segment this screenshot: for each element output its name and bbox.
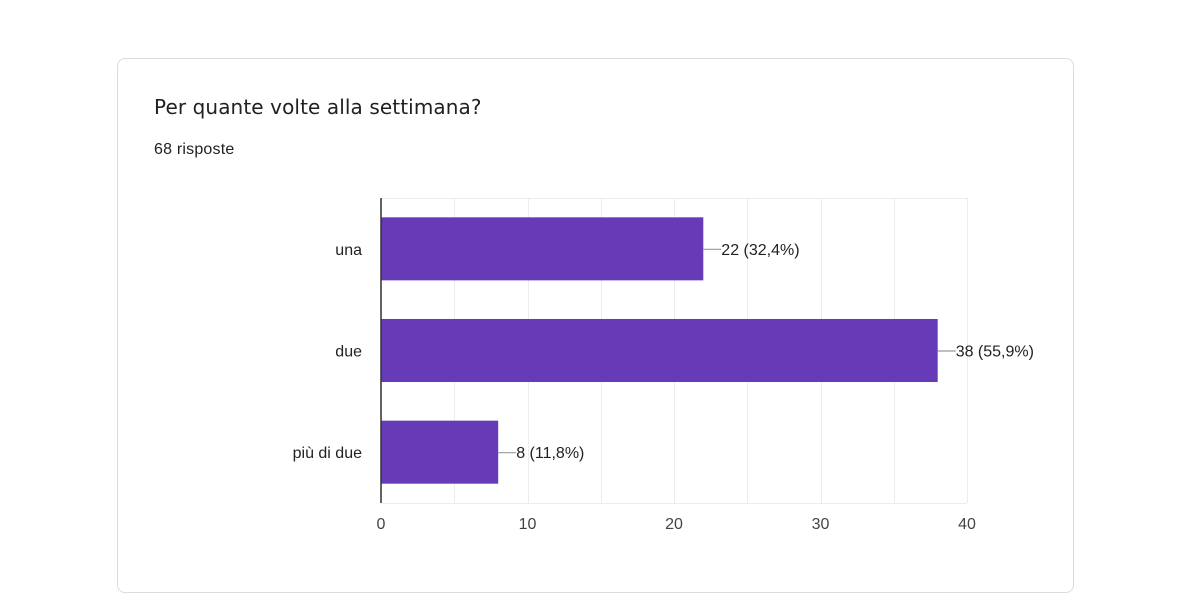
category-label: due <box>335 344 362 361</box>
data-label: 38 (55,9%) <box>956 344 1034 361</box>
chart-leader-lines <box>498 248 956 454</box>
category-label: più di due <box>293 445 362 462</box>
x-tick-label: 40 <box>958 516 976 533</box>
data-labels: 22 (32,4%) 38 (55,9%) 8 (11,8%) <box>516 242 1034 462</box>
x-tick-labels: 0 10 20 30 40 <box>377 516 976 533</box>
x-tick-label: 20 <box>665 516 683 533</box>
data-label: 8 (11,8%) <box>516 445 584 462</box>
category-label: una <box>335 242 362 259</box>
x-tick-label: 30 <box>812 516 830 533</box>
x-tick-label: 10 <box>519 516 537 533</box>
data-label: 22 (32,4%) <box>721 242 799 259</box>
bar <box>381 318 938 383</box>
chart-bars <box>381 217 938 484</box>
response-count: 68 risposte <box>154 141 235 158</box>
x-tick-label: 0 <box>377 516 386 533</box>
bar <box>381 420 499 484</box>
question-title: Per quante volte alla settimana? <box>154 95 482 119</box>
category-labels: una due più di due <box>293 242 362 462</box>
bar <box>381 217 704 281</box>
